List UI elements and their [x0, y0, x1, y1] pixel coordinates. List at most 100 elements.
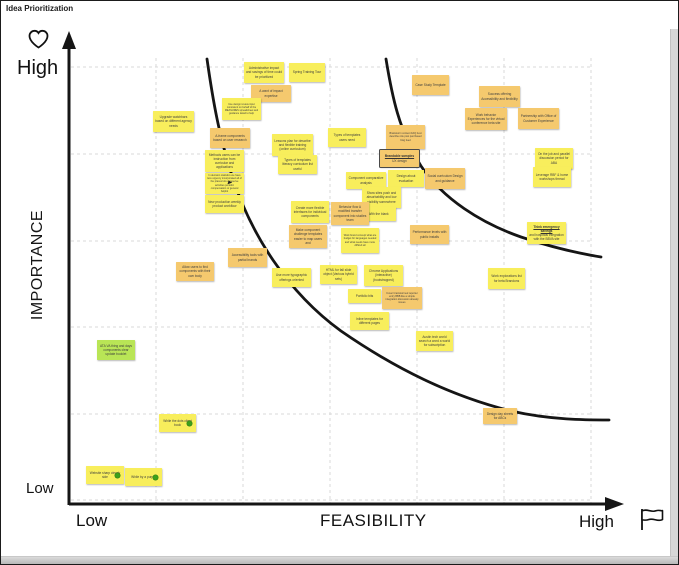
y-axis-low-label: Low — [26, 480, 54, 497]
heart-icon — [28, 29, 49, 49]
sticky-note-text: Upgrade watchbars based on different age… — [155, 115, 192, 128]
sticky-note-text: Component comparative analysis — [348, 176, 384, 185]
sticky-note[interactable]: Behavior flow A modified transfer compon… — [331, 202, 369, 225]
sticky-note-text: Social curriculum Design and guidance — [427, 174, 463, 183]
sticky-note[interactable]: Types of templates literacy curriculum l… — [278, 155, 317, 174]
sticky-note[interactable]: With the blank — [361, 207, 396, 221]
sticky-note[interactable]: Make component challenge templates easie… — [289, 225, 327, 248]
sticky-note-text: Allow users to find components with thei… — [179, 265, 211, 278]
sticky-note-text: Create more flexible interfaces for indi… — [293, 205, 327, 219]
sticky-note-text: Administrative impact and savings of tim… — [246, 66, 282, 79]
sticky-note-text: Design about evaluation — [396, 174, 416, 183]
sticky-note[interactable]: Use more typographic offerings oriented — [272, 268, 311, 287]
collaborator-dot — [115, 472, 120, 478]
sticky-note[interactable]: Performance levels with public installs — [410, 225, 449, 244]
sticky-note-text: Methods users can be instruction from cu… — [208, 152, 241, 170]
sticky-note-text: Website sharp clearly side — [89, 470, 121, 479]
y-axis-arrowhead — [62, 31, 76, 49]
sticky-note-text: A want of impact expertise — [259, 89, 283, 98]
sticky-note[interactable]: HTML for fall slide object (Various hybr… — [320, 265, 357, 284]
sticky-note[interactable]: While by a purple — [125, 468, 162, 486]
sticky-note[interactable]: Social curriculum Design and guidance — [425, 168, 465, 189]
sticky-note[interactable]: While the dots client book — [159, 414, 196, 432]
sticky-note[interactable]: Work brand concept what are budget for l… — [341, 228, 379, 253]
x-axis-high-label: High — [579, 512, 614, 531]
sticky-note-text: Brainstorm content FAQ best describe rol… — [389, 132, 422, 142]
sticky-note-text: HTML for fall slide object (Various hybr… — [323, 268, 354, 281]
sticky-note[interactable]: Work behavior Experiences for the virtua… — [465, 108, 507, 130]
sticky-note[interactable]: Cover brainstormed reporter entry BBB li… — [382, 287, 422, 309]
sticky-note[interactable]: Design about evaluation — [388, 170, 424, 187]
board-title: Idea Prioritization — [6, 4, 74, 13]
flag-icon — [641, 509, 664, 530]
sticky-note[interactable]: Inline templates for different pages — [350, 312, 389, 330]
sticky-note-text: Think emergency savings and hospitals int… — [529, 224, 564, 242]
sticky-note-text: Spring Training Tour — [292, 70, 322, 75]
sticky-note[interactable]: Allow users to find components with thei… — [176, 262, 214, 281]
sticky-note[interactable]: Spring Training Tour — [289, 63, 325, 82]
sticky-note[interactable]: In decision statistics we have less urge… — [205, 173, 244, 194]
sticky-note[interactable]: On the job and parallel discussion perio… — [535, 148, 573, 169]
sticky-note-title: Brandable samples — [384, 154, 415, 159]
sticky-note-text: Inline templates for different pages — [356, 316, 383, 325]
sticky-note-text: Accessibility tools with partial brands — [231, 253, 264, 262]
sticky-note-text: Partnership with Office of Customer Expe… — [520, 114, 557, 123]
sticky-note-text: A-frame components based on user researc… — [213, 133, 247, 142]
sticky-note[interactable]: New production weekly product workflow — [205, 195, 244, 213]
sticky-note-text: While by a purple — [131, 474, 156, 479]
sticky-note[interactable]: Chrome Applications (interactive) (boots… — [364, 265, 403, 286]
sticky-note-text: Show sites push and absorbability and lo… — [366, 191, 397, 204]
vertical-scrollbar[interactable] — [670, 29, 678, 557]
sticky-note[interactable]: Component comparative analysis — [346, 172, 386, 189]
sticky-note-text: Behavior flow A modified transfer compon… — [333, 205, 367, 222]
sticky-note-text: Lessons plan for describe and flexible t… — [274, 138, 311, 152]
x-axis-title: FEASIBILITY — [320, 511, 427, 530]
sticky-note[interactable]: Brandable samples UX design — [379, 149, 420, 168]
horizontal-scrollbar[interactable] — [1, 556, 678, 564]
sticky-note[interactable]: Methods users can be instruction from cu… — [205, 150, 244, 172]
sticky-note[interactable]: Leverage RBF & home workshops thread — [533, 167, 571, 187]
sticky-note-text: On the job and parallel discussion perio… — [537, 152, 571, 165]
sticky-note[interactable]: ATA VA thing and days components clear u… — [97, 340, 135, 360]
sticky-note-text: Work behavior Experiences for the virtua… — [467, 112, 505, 126]
sticky-note-text: Use more typographic offerings oriented — [275, 273, 308, 282]
sticky-note-text: While the dots client book — [163, 418, 192, 427]
sticky-note-text: Make component challenge templates easie… — [293, 228, 323, 245]
sticky-note[interactable]: Upgrade watchbars based on different age… — [153, 111, 194, 132]
sticky-note-text: Work brand concept what are budget for l… — [343, 234, 377, 247]
sticky-note[interactable]: Types of templates users need — [328, 128, 366, 147]
sticky-note-text: Performance levels with public installs — [412, 230, 447, 239]
x-axis-low-label: Low — [76, 511, 108, 530]
sticky-note[interactable]: Accessibility tools with partial brands — [228, 248, 267, 267]
sticky-note-text: Austin tech world search a word a world … — [418, 334, 451, 348]
sticky-note[interactable]: Website sharp clearly side — [86, 466, 124, 484]
sticky-note[interactable]: Austin tech world search a word a world … — [416, 331, 453, 351]
sticky-note[interactable]: Partnership with Office of Customer Expe… — [518, 108, 559, 129]
sticky-note[interactable]: Administrative impact and savings of tim… — [244, 62, 284, 83]
sticky-note-text: Leverage RBF & home workshops thread — [535, 172, 569, 181]
sticky-note[interactable]: Design day sheets for ABCs — [483, 408, 517, 424]
y-axis-high-label: High — [17, 57, 59, 79]
sticky-note-text: Success offering Accessibility and flexi… — [481, 92, 518, 101]
sticky-note[interactable]: Lessons plan for describe and flexible t… — [272, 134, 313, 156]
sticky-note[interactable]: Brainstorm content FAQ best describe rol… — [386, 125, 425, 149]
sticky-note[interactable]: A want of impact expertise — [251, 85, 291, 102]
sticky-note-text: Types of templates users need — [333, 133, 361, 142]
sticky-note[interactable]: Work explorations list for beta Brandons — [488, 268, 525, 289]
sticky-note[interactable]: Success offering Accessibility and flexi… — [479, 86, 520, 107]
sticky-note[interactable]: Use design review input consistent on be… — [222, 98, 261, 120]
x-axis-arrowhead — [605, 497, 624, 511]
sticky-note[interactable]: Show sites push and absorbability and lo… — [362, 187, 401, 208]
sticky-note[interactable]: Create more flexible interfaces for indi… — [291, 201, 329, 223]
sticky-note-text: Case Study Template — [415, 82, 446, 87]
collaborator-dot — [153, 474, 158, 480]
sticky-note[interactable]: Case Study Template — [412, 75, 449, 95]
sticky-note-text: Types of templates literacy curriculum l… — [282, 158, 313, 171]
sticky-note[interactable]: A-frame components based on user researc… — [210, 128, 250, 148]
sticky-note[interactable]: Think emergency savings and hospitals int… — [527, 222, 566, 244]
sticky-note-text: Chrome Applications (interactive) (boots… — [368, 269, 399, 282]
sticky-note[interactable]: Portfolio bits — [348, 289, 381, 303]
sticky-note-text: With the blank — [368, 211, 389, 216]
y-axis-title: IMPORTANCE — [29, 209, 46, 321]
